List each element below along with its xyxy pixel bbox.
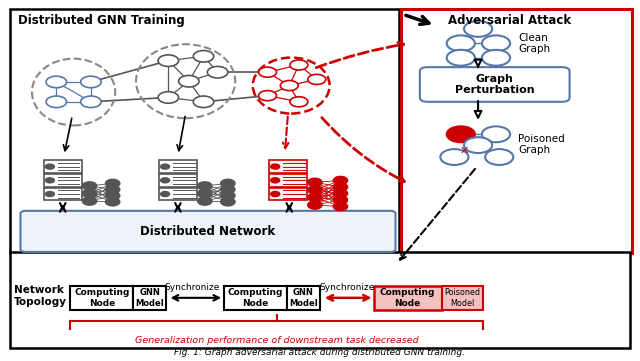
Circle shape: [333, 190, 348, 197]
Circle shape: [106, 198, 120, 206]
Circle shape: [106, 186, 120, 193]
Circle shape: [308, 74, 326, 84]
Circle shape: [81, 96, 101, 108]
Text: Poisoned
Model: Poisoned Model: [444, 288, 480, 308]
Circle shape: [106, 192, 120, 200]
Circle shape: [198, 197, 212, 205]
Text: Computing
Node: Computing Node: [228, 288, 283, 308]
Bar: [269, 160, 307, 173]
Circle shape: [271, 178, 280, 183]
Circle shape: [271, 164, 280, 169]
Circle shape: [482, 35, 510, 51]
Bar: [159, 160, 197, 173]
Circle shape: [161, 191, 170, 196]
Circle shape: [158, 92, 179, 103]
Circle shape: [158, 55, 179, 66]
Circle shape: [207, 66, 228, 78]
FancyBboxPatch shape: [10, 252, 630, 348]
Circle shape: [308, 193, 322, 201]
FancyBboxPatch shape: [401, 9, 632, 253]
Bar: [269, 174, 307, 187]
Text: Adversarial Attack: Adversarial Attack: [448, 14, 571, 27]
Circle shape: [45, 191, 54, 196]
Circle shape: [221, 186, 235, 193]
Circle shape: [221, 179, 235, 187]
FancyBboxPatch shape: [420, 67, 570, 102]
Circle shape: [179, 75, 199, 87]
Text: Computing
Node: Computing Node: [380, 288, 435, 308]
Circle shape: [485, 149, 513, 165]
Bar: [269, 188, 307, 200]
Text: Poisoned
Graph: Poisoned Graph: [518, 134, 565, 155]
Text: Generalization performance of downstream task decreased: Generalization performance of downstream…: [135, 336, 419, 344]
Text: Distributed Network: Distributed Network: [140, 225, 276, 238]
Circle shape: [290, 97, 308, 107]
Bar: [44, 160, 82, 173]
Circle shape: [464, 21, 492, 37]
FancyBboxPatch shape: [20, 211, 396, 252]
Text: GNN
Model: GNN Model: [289, 288, 317, 308]
Circle shape: [333, 196, 348, 204]
FancyBboxPatch shape: [133, 286, 166, 310]
Circle shape: [259, 67, 276, 77]
Circle shape: [106, 179, 120, 187]
Text: Graph
Perturbation: Graph Perturbation: [455, 74, 534, 95]
FancyBboxPatch shape: [442, 286, 483, 310]
Text: ✕: ✕: [460, 146, 468, 156]
Circle shape: [45, 178, 54, 183]
FancyBboxPatch shape: [374, 286, 442, 310]
Circle shape: [193, 96, 214, 108]
Circle shape: [271, 191, 280, 196]
Circle shape: [464, 137, 492, 153]
FancyBboxPatch shape: [287, 286, 320, 310]
Circle shape: [221, 198, 235, 206]
Circle shape: [447, 50, 475, 66]
Bar: [159, 174, 197, 187]
Circle shape: [333, 203, 348, 210]
Circle shape: [46, 76, 67, 88]
Circle shape: [161, 164, 170, 169]
Text: GNN
Model: GNN Model: [136, 288, 164, 308]
Text: Fig. 1: Graph adversarial attack during distributed GNN training.: Fig. 1: Graph adversarial attack during …: [175, 348, 465, 357]
Bar: [44, 188, 82, 200]
Circle shape: [333, 177, 348, 184]
Circle shape: [482, 50, 510, 66]
Circle shape: [83, 197, 97, 205]
Text: Synchronize: Synchronize: [320, 283, 375, 292]
Circle shape: [198, 182, 212, 190]
Circle shape: [447, 126, 475, 142]
Text: Synchronize: Synchronize: [164, 283, 220, 292]
Circle shape: [280, 81, 298, 91]
Circle shape: [290, 60, 308, 70]
Circle shape: [259, 91, 276, 101]
Bar: [44, 174, 82, 187]
Circle shape: [333, 183, 348, 191]
Text: Computing
Node: Computing Node: [74, 288, 129, 308]
Circle shape: [221, 192, 235, 200]
Text: Clean
Graph: Clean Graph: [518, 32, 550, 54]
Circle shape: [83, 190, 97, 197]
Circle shape: [308, 201, 322, 209]
Circle shape: [161, 178, 170, 183]
Circle shape: [81, 76, 101, 88]
Circle shape: [440, 149, 468, 165]
FancyBboxPatch shape: [224, 286, 287, 310]
Circle shape: [308, 186, 322, 194]
Circle shape: [46, 96, 67, 108]
Circle shape: [83, 182, 97, 190]
Text: Network
Topology: Network Topology: [14, 285, 67, 307]
FancyBboxPatch shape: [70, 286, 133, 310]
Text: Distributed GNN Training: Distributed GNN Training: [18, 14, 185, 27]
Circle shape: [447, 35, 475, 51]
Circle shape: [198, 190, 212, 197]
Bar: [159, 188, 197, 200]
FancyBboxPatch shape: [10, 9, 399, 253]
Circle shape: [45, 164, 54, 169]
Circle shape: [308, 178, 322, 186]
Circle shape: [482, 126, 510, 142]
Circle shape: [193, 51, 214, 62]
